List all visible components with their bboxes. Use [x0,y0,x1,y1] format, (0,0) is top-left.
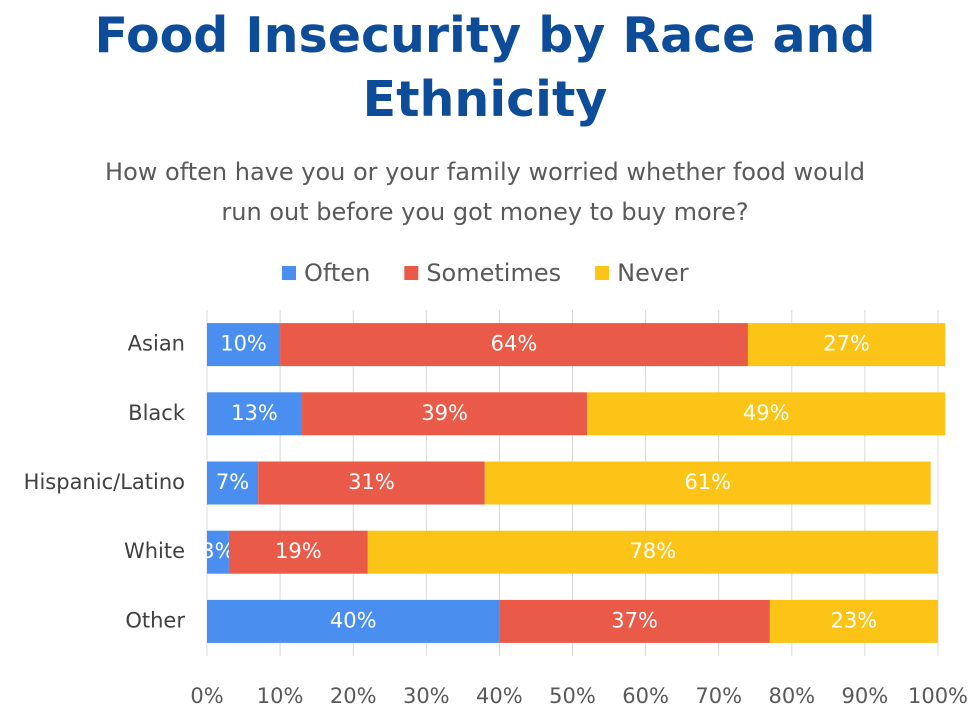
bar-segment [207,392,303,436]
x-tick-label: 20% [330,684,377,708]
bar-segment [207,461,259,505]
data-label: 7% [216,470,249,494]
bar-segment [258,461,485,505]
data-label: 27% [823,332,870,356]
data-label: 19% [275,539,322,563]
legend-swatch [282,266,296,280]
legend-label: Sometimes [426,259,561,287]
bar-segment [207,323,281,367]
data-label: 40% [330,608,377,632]
bar-segment [587,392,946,436]
data-label: 64% [491,332,538,356]
x-tick-label: 0% [190,684,223,708]
bar-segment [747,323,946,367]
x-tick-label: 70% [695,684,742,708]
data-label: 13% [231,401,278,425]
y-tick-label: Other [125,608,185,632]
legend-label: Never [617,259,689,287]
x-tick-label: 40% [476,684,523,708]
y-tick-label: Hispanic/Latino [24,470,185,494]
bar-segment [280,323,748,367]
bar-segment [228,530,368,574]
y-tick-label: White [124,539,185,563]
bar-segment [367,530,938,574]
chart-subtitle: How often have you or your family worrie… [105,158,865,226]
bar-segment [207,530,229,574]
bar-segment [302,392,588,436]
x-tick-label: 60% [622,684,669,708]
x-tick-label: 10% [257,684,304,708]
y-tick-label: Asian [128,332,185,356]
bar-segment [499,599,770,643]
y-tick-label: Black [128,401,186,425]
legend-swatch [404,266,419,280]
x-tick-label: 100% [908,684,968,708]
bar-segment [207,599,500,643]
legend-label: Often [304,259,370,287]
x-tick-label: 30% [403,684,450,708]
data-label: 10% [220,332,267,356]
data-label: 49% [743,401,790,425]
legend-swatch [595,266,610,280]
data-label: 78% [630,539,677,563]
data-label: 61% [684,470,731,494]
x-tick-label: 90% [842,684,889,708]
bar-segment [769,599,938,643]
data-label: 39% [421,401,468,425]
chart-title: Food Insecurity by Race and Ethnicity [94,7,876,128]
data-label: 37% [611,608,658,632]
bar-segment [484,461,931,505]
x-tick-label: 50% [549,684,596,708]
data-label: 23% [831,608,878,632]
x-tick-label: 80% [768,684,815,708]
data-label: 31% [348,470,395,494]
